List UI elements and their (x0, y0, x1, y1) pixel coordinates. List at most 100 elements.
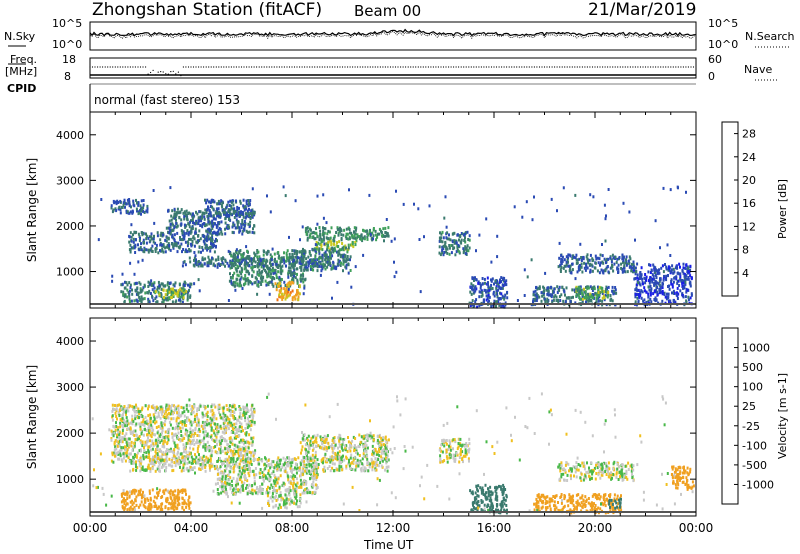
power-echo-cell (335, 231, 338, 234)
power-echo-cell (650, 269, 653, 273)
power-echo-cell (662, 270, 665, 274)
power-echo-cell (228, 252, 231, 256)
velocity-echo-cell (242, 405, 245, 409)
power-echo-cell (253, 212, 256, 216)
power-echo-cell (269, 275, 272, 279)
power-echo-cell (168, 219, 171, 223)
nave-dot (407, 66, 409, 68)
velocity-echo-cell (177, 411, 180, 415)
power-echo-cell (669, 254, 672, 257)
velocity-echo-cell (209, 465, 212, 469)
power-echo-cell (549, 293, 552, 297)
velocity-echo-cell (177, 414, 180, 417)
power-echo-cell (438, 239, 441, 243)
power-echo-cell (598, 257, 601, 261)
power-echo-cell (460, 241, 463, 245)
power-echo-cell (137, 212, 140, 216)
nave-dot (548, 66, 551, 68)
nave-dot (372, 66, 374, 68)
power-echo-cell (130, 299, 133, 303)
power-echo-cell (315, 247, 318, 251)
velocity-echo-cell (159, 426, 162, 430)
power-echo-cell (355, 226, 358, 230)
power-echo-cell (221, 205, 224, 209)
velocity-echo-cell (131, 448, 134, 452)
nave-dot (253, 66, 255, 68)
nave-dot (445, 66, 447, 68)
velocity-echo-cell (178, 437, 180, 441)
power-echo-cell (128, 281, 131, 285)
power-echo-cell (395, 270, 398, 274)
velocity-echo-cell (163, 423, 166, 427)
velocity-echo-cell (193, 442, 196, 446)
velocity-echo-cell (118, 436, 121, 440)
velocity-echo-cell (239, 453, 242, 457)
power-echo-cell (190, 219, 192, 223)
velocity-echo-cell (160, 424, 163, 428)
nave-dot (662, 66, 664, 68)
power-echo-cell (191, 214, 194, 218)
power-echo-cell (622, 266, 625, 270)
power-echo-cell (636, 262, 639, 266)
power-echo-cell (158, 284, 161, 288)
power-colorbar-tick-label: 8 (742, 244, 749, 257)
power-echo-cell (468, 246, 471, 250)
velocity-echo-cell (110, 429, 113, 433)
power-echo-cell (191, 216, 194, 220)
power-echo-cell (642, 282, 644, 286)
velocity-echo-cell (206, 445, 209, 449)
power-echo-cell (188, 248, 191, 251)
velocity-echo-cell (178, 462, 181, 466)
nave-dot (660, 66, 662, 68)
power-echo-cell (283, 261, 286, 265)
power-echo-cell (469, 290, 472, 294)
power-echo-cell (325, 236, 328, 240)
power-echo-cell (245, 199, 248, 203)
velocity-echo-cell (188, 404, 191, 408)
power-echo-cell (316, 194, 319, 198)
velocity-echo-cell (177, 431, 180, 435)
velocity-echo-cell (112, 460, 115, 464)
velocity-echo-cell (157, 465, 160, 469)
nave-dot (142, 66, 144, 68)
velocity-echo-cell (177, 407, 180, 410)
power-echo-cell (337, 250, 340, 254)
power-echo-cell (576, 270, 579, 274)
power-echo-cell (128, 240, 131, 244)
power-echo-cell (252, 227, 254, 231)
power-echo-cell (138, 295, 141, 299)
power-echo-cell (360, 234, 363, 238)
power-echo-cell (212, 224, 215, 228)
power-echo-cell (273, 252, 276, 256)
velocity-echo-cell (248, 433, 251, 437)
power-echo-cell (264, 261, 267, 265)
power-echo-cell (288, 266, 291, 270)
velocity-echo-cell (135, 405, 138, 409)
velocity-echo-cell (218, 403, 221, 407)
power-echo-cell (586, 257, 589, 261)
power-echo-cell (197, 264, 200, 268)
power-echo-cell (624, 270, 627, 274)
power-echo-cell (170, 218, 173, 222)
power-echo-cell (167, 298, 170, 302)
velocity-echo-cell (139, 427, 142, 431)
velocity-echo-cell (132, 459, 135, 463)
nave-dot (596, 66, 599, 68)
power-echo-cell (651, 280, 654, 284)
nave-dot (354, 66, 356, 68)
power-echo-cell (290, 255, 293, 259)
velocity-echo-cell (134, 438, 137, 441)
power-echo-cell (281, 264, 284, 268)
power-echo-cell (248, 259, 251, 263)
power-echo-cell (304, 278, 306, 282)
power-echo-cell (325, 253, 328, 257)
nave-dot (296, 66, 298, 68)
power-echo-cell (201, 216, 204, 220)
velocity-echo-cell (214, 445, 217, 449)
power-echo-cell (192, 236, 195, 240)
velocity-echo-cell (165, 410, 168, 414)
power-echo-cell (581, 297, 584, 301)
power-echo-cell (606, 265, 609, 268)
power-echo-cell (185, 231, 188, 235)
power-echo-cell (125, 202, 128, 206)
